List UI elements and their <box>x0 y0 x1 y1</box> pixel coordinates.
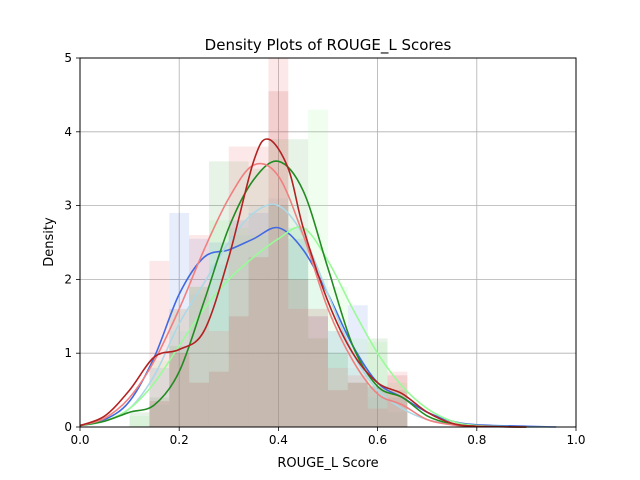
histogram-bar <box>169 353 190 427</box>
histogram-bar <box>387 412 408 427</box>
histogram-bar <box>308 338 328 427</box>
histogram-bar <box>228 227 249 427</box>
histogram-bar <box>328 331 348 427</box>
histogram-bar <box>228 235 249 427</box>
histogram-bar <box>228 161 249 427</box>
y-tick-label: 2 <box>64 272 72 286</box>
histogram-bar <box>367 386 388 427</box>
histogram-bar <box>347 382 368 427</box>
histogram-bar <box>268 198 289 427</box>
histogram-bar <box>248 235 269 427</box>
histogram-bar <box>328 331 348 427</box>
histogram-bar <box>228 316 249 427</box>
density-curve <box>79 226 527 428</box>
histogram-bar <box>387 375 408 427</box>
histogram-bar <box>328 390 348 427</box>
histogram-bar <box>328 353 348 427</box>
histogram-bar <box>308 308 328 427</box>
histogram-bar <box>308 316 328 427</box>
plot-frame <box>79 57 577 428</box>
histogram-bar <box>288 227 309 427</box>
histogram-bar <box>367 342 388 427</box>
y-tick-label: 3 <box>64 199 72 213</box>
histogram-bar <box>169 212 190 427</box>
x-tick-label: 0.6 <box>368 433 387 447</box>
histogram-bar <box>189 294 209 427</box>
density-curve <box>79 160 527 428</box>
x-tick-label: 0.4 <box>269 433 288 447</box>
histogram-bar <box>347 382 368 427</box>
histogram-bar <box>248 146 269 427</box>
histogram-bar <box>228 220 249 427</box>
histogram-bar <box>129 415 150 427</box>
histogram-bar <box>149 404 170 427</box>
x-axis-ticks: 0.0 0.2 0.4 0.6 0.8 1.0 <box>70 427 586 447</box>
histogram-bar <box>248 212 269 427</box>
histogram-bar <box>189 382 209 427</box>
x-axis-label: ROUGE_L Score <box>277 456 378 471</box>
histogram-bar <box>387 390 408 427</box>
histogram-bar <box>268 91 289 428</box>
y-tick-label: 5 <box>64 51 72 65</box>
density-curve <box>79 138 527 428</box>
y-tick-label: 0 <box>64 420 72 434</box>
histogram-bar <box>288 238 309 427</box>
histogram-bar <box>367 397 388 427</box>
y-tick-label: 4 <box>64 125 72 139</box>
x-tick-label: 1.0 <box>566 433 585 447</box>
histogram-bar <box>169 331 190 427</box>
histogram-bar <box>208 331 229 427</box>
histogram-bar <box>149 401 170 427</box>
histogram-bar <box>308 316 328 427</box>
x-tick-label: 0.8 <box>467 433 486 447</box>
chart-title: Density Plots of ROUGE_L Scores <box>205 36 452 55</box>
histogram-bar <box>328 367 348 427</box>
histogram-bar <box>367 408 388 427</box>
histogram-bar <box>347 367 368 427</box>
y-tick-label: 1 <box>64 346 72 360</box>
histogram-bar <box>208 242 229 427</box>
histogram-bar <box>288 279 309 427</box>
histogram-bar <box>288 227 309 427</box>
histogram-bar <box>308 279 328 427</box>
histogram-bar <box>288 308 309 427</box>
histogram-bar <box>347 375 368 427</box>
histogram-bar <box>347 305 368 427</box>
histogram-bar <box>149 360 170 427</box>
histogram-bar <box>208 371 229 427</box>
x-tick-label: 0.2 <box>170 433 189 447</box>
y-axis-label: Density <box>42 217 57 267</box>
histogram-bar <box>248 257 269 427</box>
histogram-bar <box>129 412 150 427</box>
histogram-bar <box>169 345 190 427</box>
histogram-bar <box>288 139 309 427</box>
histogram-bar <box>268 205 289 427</box>
histogram-bar <box>268 58 289 427</box>
y-axis-ticks: 0 1 2 3 4 5 <box>64 51 80 434</box>
x-tick-label: 0.0 <box>70 433 89 447</box>
histogram-bar <box>248 205 269 427</box>
density-curve <box>79 162 527 428</box>
histogram-bar <box>189 238 209 427</box>
histogram-bar <box>268 139 289 427</box>
histogram-bar <box>268 205 289 427</box>
density-curves <box>79 138 557 428</box>
